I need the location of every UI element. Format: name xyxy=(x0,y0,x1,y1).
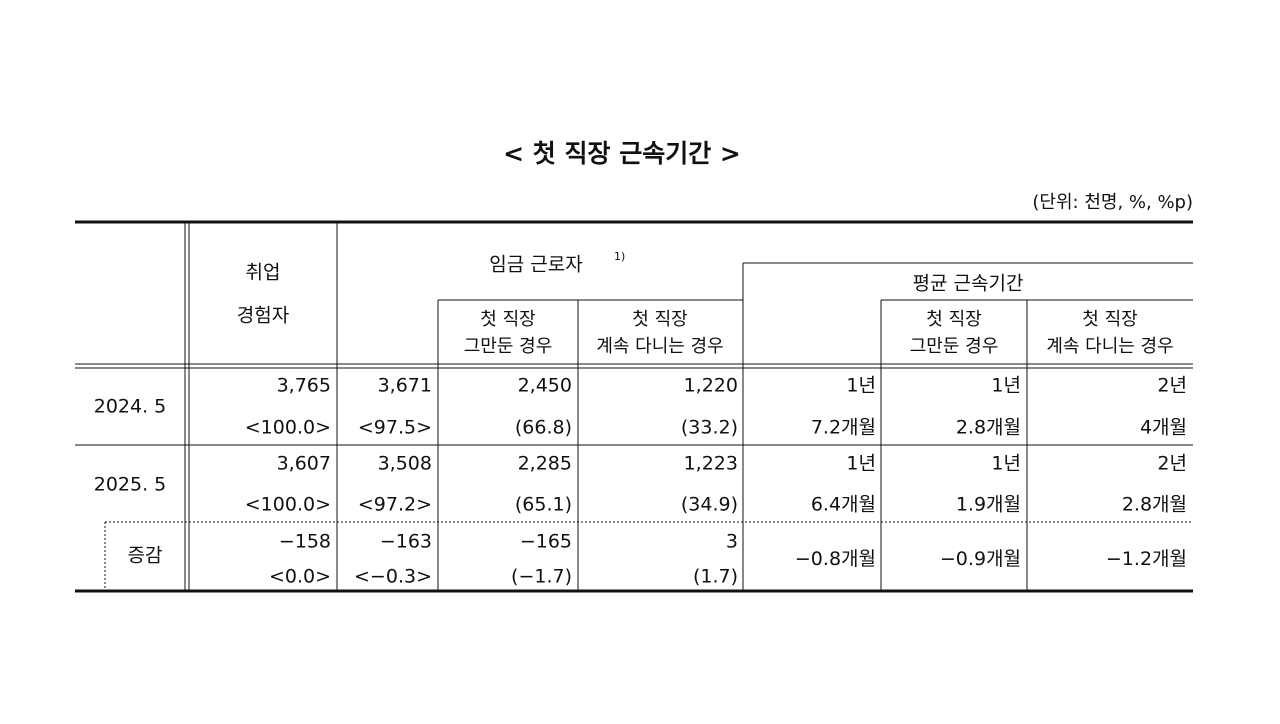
cell-value: (34.9) xyxy=(681,494,738,516)
cell-value: −163 xyxy=(380,531,432,553)
cell-value: −165 xyxy=(520,531,572,553)
header-text: 평균 근속기간 xyxy=(913,273,1024,295)
cell-value: 2년 xyxy=(1157,375,1187,397)
header-text: 그만둔 경우 xyxy=(464,336,553,357)
header-text: 계속 다니는 경우 xyxy=(596,336,723,357)
cell-value: (66.8) xyxy=(515,417,572,439)
cell-value: 2,285 xyxy=(518,453,572,475)
header-text: 경험자 xyxy=(237,305,289,327)
cell-value: 3,508 xyxy=(378,453,432,475)
cell-value: <97.2> xyxy=(358,494,432,516)
cell-value: 1년 xyxy=(846,453,876,475)
cell-value: <100.0> xyxy=(245,417,331,439)
cell-value: 4개월 xyxy=(1140,417,1187,439)
cell-value: 3,671 xyxy=(378,375,432,397)
cell-value: −0.9개월 xyxy=(940,548,1021,570)
row-label: 2024. 5 xyxy=(94,396,167,418)
cell-value: 1년 xyxy=(991,375,1021,397)
header-text: 임금 근로자 xyxy=(489,254,582,276)
row-label: 증감 xyxy=(128,545,163,567)
cell-value: 6.4개월 xyxy=(811,494,876,516)
cell-value: 2.8개월 xyxy=(1122,494,1187,516)
cell-value: 3,607 xyxy=(277,453,331,475)
cell-value: <97.5> xyxy=(358,417,432,439)
cell-value: <100.0> xyxy=(245,494,331,516)
cell-value: (33.2) xyxy=(681,417,738,439)
header-text: 계속 다니는 경우 xyxy=(1046,336,1173,357)
row-label: 2025. 5 xyxy=(94,474,167,496)
cell-value: 2.8개월 xyxy=(956,417,1021,439)
footnote-mark: 1) xyxy=(614,250,625,263)
title: < 첫 직장 근속기간 > xyxy=(503,139,741,168)
cell-value: 2년 xyxy=(1157,453,1187,475)
header-text: 첫 직장 xyxy=(480,309,535,330)
cell-value: −0.8개월 xyxy=(795,548,876,570)
unit-note: (단위: 천명, %, %p) xyxy=(1032,192,1193,213)
cell-value: <0.0> xyxy=(269,566,331,588)
header-text: 첫 직장 xyxy=(926,309,981,330)
cell-value: <−0.3> xyxy=(354,566,432,588)
cell-value: 1년 xyxy=(991,453,1021,475)
header-text: 취업 xyxy=(246,262,281,284)
cell-value: 1.9개월 xyxy=(956,494,1021,516)
header-text: 첫 직장 xyxy=(1082,309,1137,330)
cell-value: 1년 xyxy=(846,375,876,397)
cell-value: 2,450 xyxy=(518,375,572,397)
cell-value: 3,765 xyxy=(277,375,331,397)
cell-value: −158 xyxy=(279,531,331,553)
cell-value: 7.2개월 xyxy=(811,417,876,439)
cell-value: (−1.7) xyxy=(511,566,572,588)
header-text: 그만둔 경우 xyxy=(910,336,999,357)
header-text: 첫 직장 xyxy=(632,309,687,330)
cell-value: 1,220 xyxy=(684,375,738,397)
cell-value: 3 xyxy=(726,531,738,553)
cell-value: (1.7) xyxy=(693,566,738,588)
cell-value: −1.2개월 xyxy=(1106,548,1187,570)
cell-value: 1,223 xyxy=(684,453,738,475)
cell-value: (65.1) xyxy=(515,494,572,516)
